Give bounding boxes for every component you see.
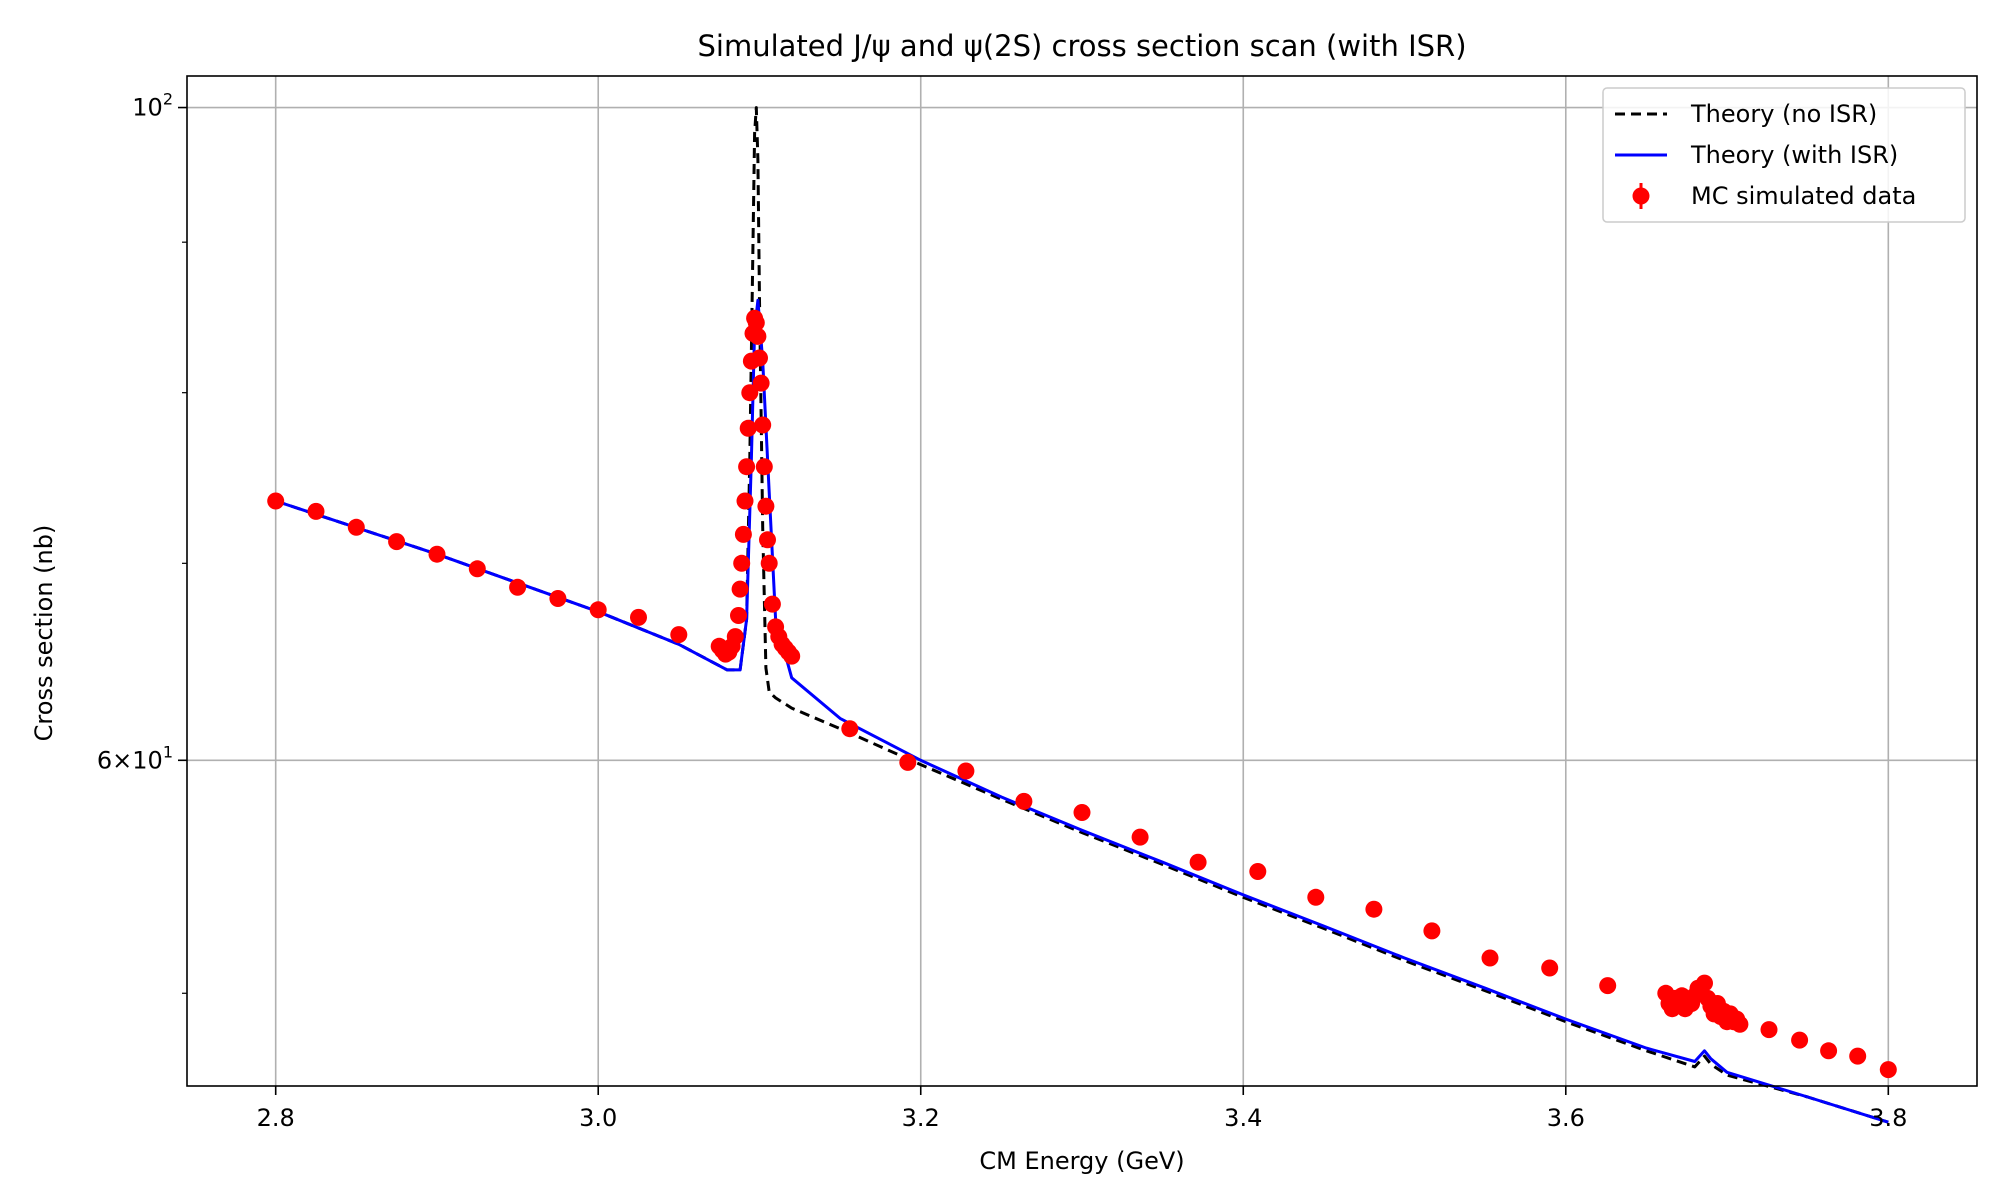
x-tick-label: 3.6 xyxy=(1547,1104,1585,1132)
mc-data-point xyxy=(388,533,406,551)
mc-data-point xyxy=(630,608,647,626)
mc-data-point xyxy=(347,518,365,536)
mc-data-point xyxy=(738,458,756,476)
mc-data-point xyxy=(1423,922,1441,940)
mc-data-point xyxy=(468,560,486,578)
plot-frame xyxy=(186,75,1978,1087)
mc-data-point xyxy=(731,580,749,598)
mc-data-point xyxy=(670,626,688,644)
mc-data-point xyxy=(739,419,757,437)
mc-data-point xyxy=(734,525,752,543)
mc-data-point xyxy=(736,492,754,510)
mc-data-point xyxy=(730,607,747,624)
mc-data-point xyxy=(760,554,778,572)
mc-data-point xyxy=(751,349,768,367)
mc-data-point xyxy=(1131,828,1149,846)
mc-data-point xyxy=(1731,1015,1749,1033)
x-tick-label: 3.8 xyxy=(1869,1104,1907,1132)
mc-data-point xyxy=(1696,974,1713,992)
y-tick-label: 6×101 xyxy=(97,742,173,774)
y-axis-title: Cross section (nb) xyxy=(30,525,58,742)
plot-data xyxy=(267,106,1897,1124)
mc-data-point xyxy=(509,578,527,596)
mc-data-point xyxy=(1791,1031,1809,1049)
series-line-theory-with-isr xyxy=(275,298,1889,1124)
mc-data-point xyxy=(957,762,975,780)
mc-data-point xyxy=(589,601,607,619)
mc-data-point xyxy=(1015,792,1033,810)
mc-data-point xyxy=(741,384,759,402)
legend-box xyxy=(1602,87,1966,223)
mc-data-point xyxy=(1879,1061,1897,1079)
mc-data-point xyxy=(1365,900,1383,918)
mc-data-point xyxy=(1541,959,1559,977)
legend: Theory (no ISR) Theory (with ISR) MC sim… xyxy=(1602,87,1966,223)
x-tick-label: 3.2 xyxy=(902,1104,940,1132)
mc-data-point xyxy=(759,531,776,549)
legend-label-theory-with-isr: Theory (with ISR) xyxy=(1690,141,1898,169)
mc-data-point xyxy=(763,595,781,613)
mc-data-point xyxy=(747,314,765,332)
mc-data-point xyxy=(1849,1047,1867,1065)
mc-data-point xyxy=(899,753,917,771)
mc-data-point xyxy=(754,416,772,434)
mc-data-point xyxy=(783,647,801,665)
mc-data-point xyxy=(1249,863,1267,880)
mc-data-point xyxy=(1073,804,1091,821)
mc-data-point xyxy=(1189,853,1207,871)
mc-data-point xyxy=(755,458,773,476)
mc-data-point xyxy=(428,545,446,563)
x-tick-label: 3.0 xyxy=(579,1104,617,1132)
mc-data-point xyxy=(749,327,767,345)
mc-data-point xyxy=(1307,888,1325,906)
axes: 2.8 3.0 3.2 3.4 3.6 3.8 102 6×101 xyxy=(97,75,1978,1132)
mc-data-point xyxy=(267,492,285,510)
legend-label-theory-no-isr: Theory (no ISR) xyxy=(1690,100,1877,128)
mc-data-point xyxy=(752,374,770,392)
mc-data-point xyxy=(757,497,775,515)
mc-data-point xyxy=(1760,1021,1778,1039)
mc-data-point xyxy=(1599,977,1617,995)
legend-marker-mc-data xyxy=(1632,187,1650,205)
x-tick-label: 3.4 xyxy=(1224,1104,1262,1132)
chart-title: Simulated J/ψ and ψ(2S) cross section sc… xyxy=(697,29,1466,63)
mc-data-point xyxy=(1481,949,1499,967)
x-axis-title: CM Energy (GeV) xyxy=(979,1147,1184,1175)
mc-data-point xyxy=(841,720,859,738)
mc-data-point xyxy=(1820,1042,1838,1060)
mc-data-point xyxy=(733,554,751,572)
mc-data-point xyxy=(307,502,325,520)
mc-data-point xyxy=(726,628,744,646)
y-tick-label: 102 xyxy=(132,90,173,122)
legend-label-mc-data: MC simulated data xyxy=(1691,182,1916,210)
mc-data-point xyxy=(549,590,567,607)
x-tick-label: 2.8 xyxy=(257,1104,295,1132)
